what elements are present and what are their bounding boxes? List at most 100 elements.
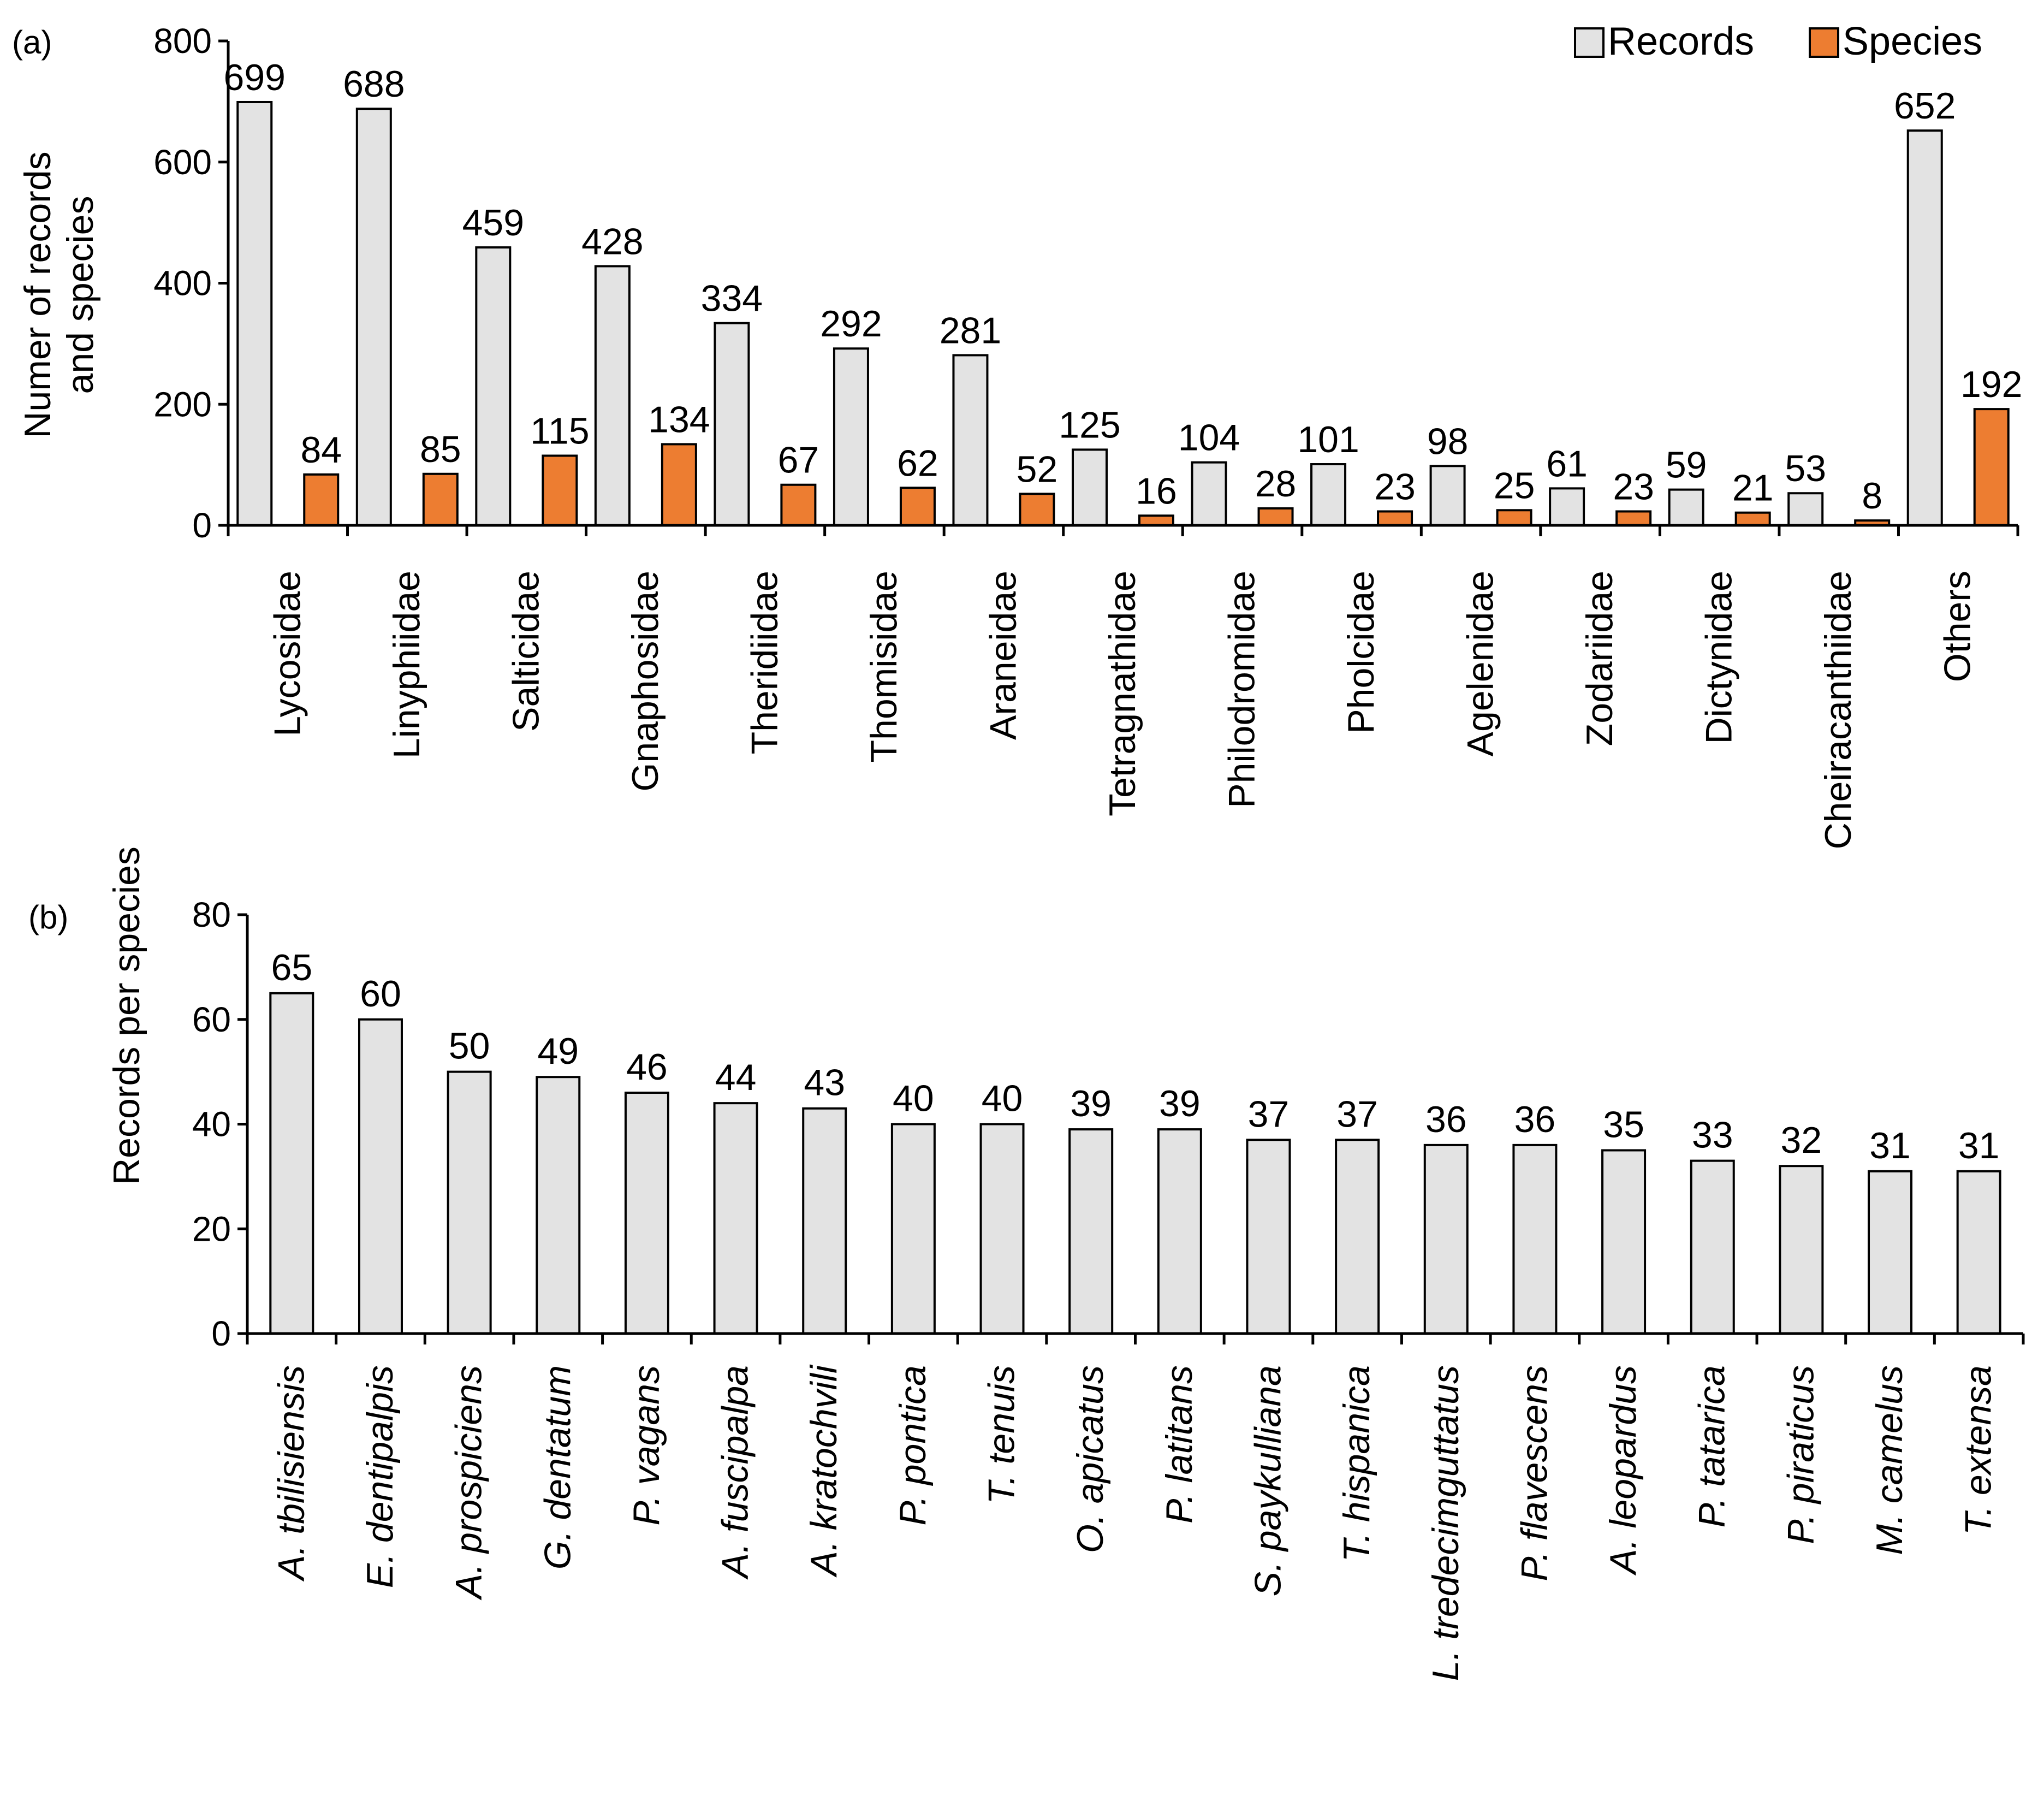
data-label-species-zodariidae: 23 xyxy=(1613,466,1654,507)
panel-b-y-axis: 0 20 40 60 80 xyxy=(192,895,249,1353)
data-label-records-philodromidae: 104 xyxy=(1178,417,1240,459)
data-label-records-lycosidae: 699 xyxy=(224,57,286,98)
x-tick-label-group: Theridiidae xyxy=(744,571,785,754)
x-tick-label-t-hispanica: T. hispanica xyxy=(1336,1365,1377,1562)
panel-b-chart: (b) Records per species 0 20 40 60 80 65 60 50… xyxy=(28,846,2025,1681)
panel-a-x-axis: Lycosidae Linyphiidae Salticidae Gnaphosida… xyxy=(227,524,2019,849)
bar-species-pholcidae xyxy=(1377,510,1413,527)
x-tick-label-a-leopardus: A. leopardus xyxy=(1602,1365,1644,1576)
data-label-species-tetragnathidae: 16 xyxy=(1136,470,1177,512)
bar-p-tatarica xyxy=(1690,1159,1735,1335)
x-tick-label-gnaphosidae: Gnaphosidae xyxy=(625,571,666,792)
bar-p-flavescens xyxy=(1512,1144,1558,1335)
bar-species-araneidae xyxy=(1019,493,1055,526)
bar-species-philodromidae xyxy=(1257,507,1294,527)
panel-a-y-axis-title: Numer of records and species xyxy=(17,151,101,438)
legend-species-swatch xyxy=(1809,27,1839,58)
x-tick-label-group: T. hispanica xyxy=(1336,1365,1377,1562)
data-label-records-thomisidae: 292 xyxy=(820,303,882,345)
x-tick-label-group: P. vagans xyxy=(626,1365,667,1526)
data-label-a-tbilisiensis: 65 xyxy=(271,947,313,988)
bar-records-lycosidae xyxy=(236,100,273,526)
x-tick-label-group: Linyphiidae xyxy=(386,571,427,759)
x-tick-label-group: Salticidae xyxy=(505,571,546,732)
x-tick-label-salticidae: Salticidae xyxy=(505,571,546,732)
data-label-e-dentipalpis: 60 xyxy=(360,973,401,1015)
data-label-g-dentatum: 49 xyxy=(537,1030,579,1072)
bar-a-fuscipalpa xyxy=(713,1102,758,1335)
legend-species-label: Species xyxy=(1843,20,1982,63)
data-label-t-tenuis: 40 xyxy=(982,1078,1023,1119)
x-tick-label-philodromidae: Philodromidae xyxy=(1221,571,1263,808)
x-tick-label-group: Lycosidae xyxy=(266,571,308,737)
data-label-species-linyphiidae: 85 xyxy=(420,429,461,470)
bar-p-vagans xyxy=(624,1091,669,1335)
panel-b-label: (b) xyxy=(28,899,68,935)
bar-records-cheiracanthiidae xyxy=(1787,492,1824,527)
bar-species-tetragnathidae xyxy=(1138,514,1174,527)
data-label-t-extensa: 31 xyxy=(1958,1125,2000,1166)
x-tick-label-group: Gnaphosidae xyxy=(625,571,666,792)
x-tick-label-group: Agelenidae xyxy=(1460,571,1501,756)
x-tick-label-agelenidae: Agelenidae xyxy=(1460,571,1501,756)
data-label-records-gnaphosidae: 428 xyxy=(581,221,643,262)
bar-species-salticidae xyxy=(542,454,578,527)
bar-records-zodariidae xyxy=(1549,487,1585,527)
x-tick-label-group: Dictynidae xyxy=(1698,571,1740,744)
data-label-p-piraticus: 32 xyxy=(1781,1119,1822,1161)
x-tick-label-group: T. tenuis xyxy=(981,1365,1023,1504)
x-tick-label-group: P. pontica xyxy=(892,1365,934,1526)
data-label-p-latitans: 39 xyxy=(1159,1083,1201,1124)
bar-m-camelus xyxy=(1868,1170,1913,1335)
panel-a-y-axis-title-line-2: and species xyxy=(60,196,101,394)
data-label-species-gnaphosidae: 134 xyxy=(648,399,710,440)
x-tick-label-group: Tetragnathidae xyxy=(1102,571,1143,816)
x-tick-label-zodariidae: Zodariidae xyxy=(1579,571,1620,746)
panel-b-y-tick-label: 60 xyxy=(192,1000,231,1039)
data-label-species-pholcidae: 23 xyxy=(1374,466,1416,507)
panel-a-y-tick-label: 200 xyxy=(153,384,212,424)
x-tick-label-e-dentipalpis: E. dentipalpis xyxy=(359,1365,401,1588)
x-tick-label-group: P. piraticus xyxy=(1780,1365,1821,1544)
data-label-records-others: 652 xyxy=(1894,85,1956,127)
x-tick-label-group: M. camelus xyxy=(1869,1365,1910,1555)
bar-p-latitans xyxy=(1157,1128,1202,1335)
panel-a-label: (a) xyxy=(12,24,52,61)
x-tick-label-t-tenuis: T. tenuis xyxy=(981,1365,1023,1504)
x-tick-label-linyphiidae: Linyphiidae xyxy=(386,571,427,759)
x-tick-label-p-pontica: P. pontica xyxy=(892,1365,934,1526)
x-tick-label-group: A. tbilisiensis xyxy=(270,1365,312,1582)
x-tick-label-group: E. dentipalpis xyxy=(359,1365,401,1588)
x-tick-label-o-apicatus: O. apicatus xyxy=(1069,1365,1111,1553)
x-tick-label-a-prospiciens: A. prospiciens xyxy=(448,1365,490,1601)
panel-a-chart: (a) Numer of records and species Records… xyxy=(12,20,2022,849)
x-tick-label-group: O. apicatus xyxy=(1069,1365,1111,1553)
bar-g-dentatum xyxy=(536,1076,581,1335)
bar-a-prospiciens xyxy=(447,1070,492,1335)
data-label-species-araneidae: 52 xyxy=(1017,448,1058,490)
data-label-species-salticidae: 115 xyxy=(530,410,589,452)
x-tick-label-thomisidae: Thomisidae xyxy=(863,571,905,763)
data-label-species-dictynidae: 21 xyxy=(1732,467,1774,509)
bar-a-kratochvili xyxy=(802,1107,847,1335)
panel-a-bars: 699 84 688 85 459 115 428 134 334 67 292 62 281 52125… xyxy=(224,57,2022,527)
bar-records-dictynidae xyxy=(1668,488,1704,526)
x-tick-label-group: Others xyxy=(1937,571,1978,682)
bar-records-tetragnathidae xyxy=(1072,448,1108,526)
bar-records-agelenidae xyxy=(1429,465,1466,527)
x-tick-label-p-latitans: P. latitans xyxy=(1158,1365,1200,1524)
x-tick-label-group: A. prospiciens xyxy=(448,1365,490,1601)
data-label-species-agelenidae: 25 xyxy=(1494,465,1535,506)
panel-a-y-tick-label: 400 xyxy=(153,264,212,303)
x-tick-label-dictynidae: Dictynidae xyxy=(1698,571,1740,744)
x-tick-label-l-tredecimguttatus: L. tredecimguttatus xyxy=(1425,1365,1466,1681)
x-tick-label-p-flavescens: P. flavescens xyxy=(1513,1365,1555,1581)
bar-records-others xyxy=(1906,129,1943,527)
panel-b-y-tick-label: 0 xyxy=(211,1314,231,1353)
panel-a-y-axis: 0 200 400 600 800 xyxy=(153,21,230,545)
bar-species-others xyxy=(1973,408,2010,526)
panel-a-y-tick-label: 800 xyxy=(153,21,212,61)
data-label-p-flavescens: 36 xyxy=(1514,1099,1556,1140)
